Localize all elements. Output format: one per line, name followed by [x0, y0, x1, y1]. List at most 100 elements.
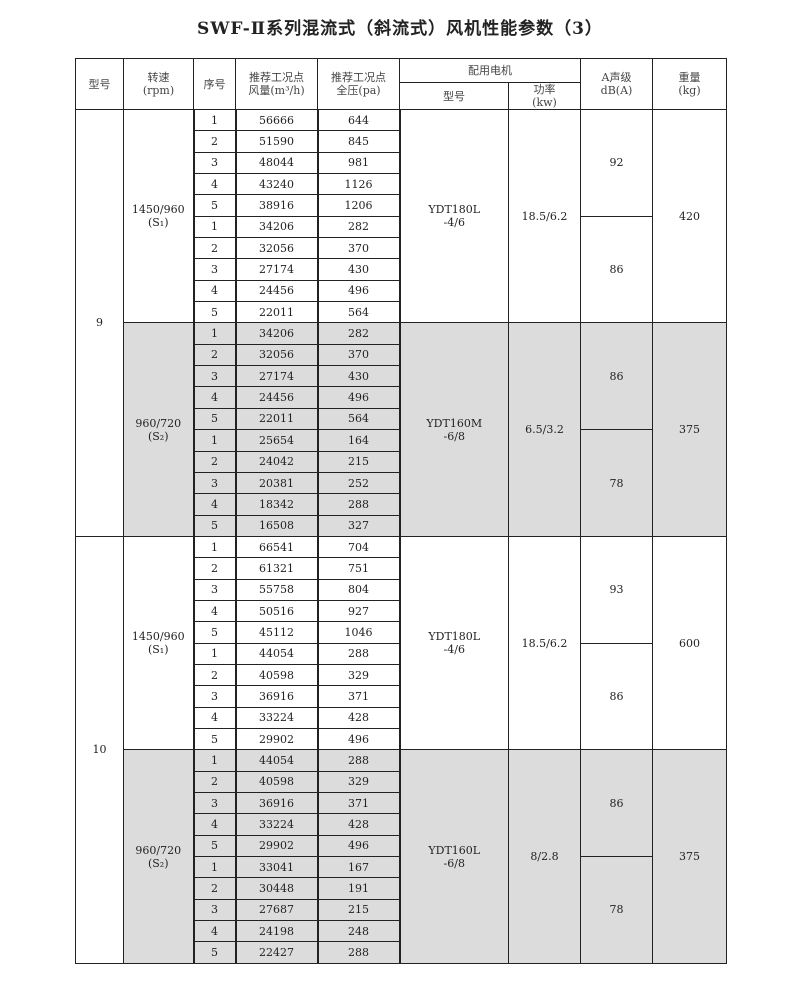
- seq-cell: 2: [192, 770, 237, 794]
- table-row: 5 45112 1046: [76, 621, 727, 644]
- speed-variant: (S₂): [147, 429, 169, 443]
- seq-cell: 2: [192, 877, 237, 900]
- table-row: 4 24456 496: [76, 279, 727, 303]
- seq-cell: 5: [192, 834, 237, 858]
- seq-cell: 5: [192, 621, 237, 644]
- table-body: 9 1450/960 (S₁) 1 56666 644 YDT180L -4/6 18.5/6.…: [75, 108, 727, 964]
- noise-cell: 86: [580, 642, 653, 751]
- pressure-cell: 288: [316, 642, 401, 665]
- table-row: 4 24198 248: [76, 920, 727, 943]
- speed-value: 1450/960: [131, 203, 185, 217]
- pressure-cell: 370: [316, 237, 401, 260]
- speed-value: 1450/960: [131, 630, 185, 644]
- table-row: 1 25654 164 78: [76, 429, 727, 537]
- seq-cell: 1: [192, 108, 237, 132]
- header-motor: 配用电机: [399, 58, 581, 83]
- header-noise: A声级 dB(A): [580, 58, 653, 110]
- seq-cell: 2: [192, 343, 237, 367]
- pressure-cell: 282: [316, 322, 401, 345]
- speed-cell: 1450/960 (S₁): [123, 535, 194, 751]
- table-row: 4 33224 428: [76, 813, 727, 836]
- table-row: 960/720 (S₂) 1 44054 288 YDT160L -6/8 8/2.8 86 37…: [76, 749, 727, 964]
- seq-cell: 3: [192, 578, 237, 601]
- table-row: 1 44054 288 86: [76, 642, 727, 751]
- pressure-cell: 329: [316, 770, 401, 794]
- speed-variant: (S₁): [147, 216, 169, 230]
- flow-cell: 45112: [234, 621, 319, 644]
- flow-cell: 38916: [234, 194, 319, 217]
- seq-cell: 2: [192, 130, 237, 153]
- table-row: 960/720 (S₂) 1 34206 282 YDT160M -6/8 6.5/3.2 86…: [76, 322, 727, 537]
- performance-table: 型号 转速 (rpm) 序号 推荐工况点 风量(m³/h) 推荐工况点 全压(pa) …: [75, 58, 727, 964]
- weight-cell: 375: [652, 322, 727, 537]
- flow-cell: 25654: [234, 429, 319, 452]
- seq-cell: 4: [192, 279, 237, 303]
- pressure-cell: 704: [316, 535, 401, 559]
- pressure-cell: 428: [316, 706, 401, 729]
- noise-cell: 86: [580, 749, 653, 858]
- power-cell: 8/2.8: [508, 749, 581, 964]
- speed-variant: (S₂): [147, 856, 169, 870]
- weight-cell: 420: [652, 108, 727, 324]
- flow-cell: 24198: [234, 920, 319, 943]
- speed-cell: 960/720 (S₂): [123, 322, 194, 537]
- table-row: 3 27174 430: [76, 258, 727, 281]
- flow-cell: 66541: [234, 535, 319, 559]
- header-pressure: 推荐工况点 全压(pa): [317, 58, 400, 110]
- table-row: 1 34206 282 86: [76, 215, 727, 324]
- table-row: 3 36916 371: [76, 791, 727, 815]
- seq-cell: 1: [192, 642, 237, 665]
- table-row: 5 22427 288: [76, 941, 727, 964]
- pressure-cell: 252: [316, 471, 401, 495]
- motor-model: YDT180L: [428, 630, 481, 644]
- pressure-cell: 804: [316, 578, 401, 601]
- seq-cell: 5: [192, 727, 237, 751]
- pressure-cell: 496: [316, 386, 401, 409]
- pressure-cell: 288: [316, 493, 401, 516]
- seq-cell: 2: [192, 557, 237, 580]
- table-row: 2 61321 751: [76, 557, 727, 580]
- pressure-cell: 564: [316, 407, 401, 431]
- speed-cell: 1450/960 (S₁): [123, 108, 194, 324]
- pressure-cell: 248: [316, 920, 401, 943]
- motor-model: YDT180L: [428, 203, 481, 217]
- seq-cell: 3: [192, 151, 237, 175]
- noise-cell: 78: [580, 856, 653, 964]
- noise-cell: 86: [580, 322, 653, 431]
- table-row: 5 29902 496: [76, 727, 727, 751]
- noise-cell: 92: [580, 109, 653, 217]
- flow-cell: 55758: [234, 578, 319, 601]
- flow-cell: 56666: [234, 108, 319, 132]
- speed-variant: (S₁): [147, 643, 169, 657]
- weight-cell: 375: [652, 749, 727, 964]
- pressure-cell: 288: [316, 749, 401, 772]
- seq-cell: 1: [192, 322, 237, 345]
- table-row: 4 18342 288: [76, 493, 727, 516]
- seq-cell: 4: [192, 386, 237, 409]
- flow-cell: 29902: [234, 834, 319, 858]
- seq-cell: 5: [192, 941, 237, 964]
- seq-cell: 2: [192, 450, 237, 473]
- pressure-cell: 496: [316, 834, 401, 858]
- table-row: 9 1450/960 (S₁) 1 56666 644 YDT180L -4/6 18.5/6.…: [75, 108, 727, 537]
- table-row: 2 24042 215: [76, 450, 727, 473]
- flow-cell: 33224: [234, 813, 319, 836]
- table-row: 1 33041 167 78: [76, 856, 727, 964]
- table-row: 4 43240 1126: [76, 173, 727, 196]
- flow-cell: 22011: [234, 407, 319, 431]
- table-row: 3 27687 215: [76, 898, 727, 922]
- flow-cell: 61321: [234, 557, 319, 580]
- pressure-cell: 1206: [316, 194, 401, 217]
- pressure-cell: 329: [316, 663, 401, 687]
- power-cell: 18.5/6.2: [508, 108, 581, 324]
- seq-cell: 3: [192, 258, 237, 281]
- motor-model-cell: YDT180L -4/6: [399, 535, 509, 751]
- seq-cell: 4: [192, 599, 237, 623]
- pressure-cell: 288: [316, 941, 401, 964]
- table-row: 10 1450/960 (S₁) 1 66541 704 YDT180L -4/6 18.5/6…: [75, 535, 727, 964]
- header-weight: 重量 (kg): [652, 58, 727, 110]
- pressure-cell: 496: [316, 279, 401, 303]
- pressure-cell: 215: [316, 450, 401, 473]
- table-row: 5 22011 564: [76, 407, 727, 431]
- pressure-cell: 371: [316, 791, 401, 815]
